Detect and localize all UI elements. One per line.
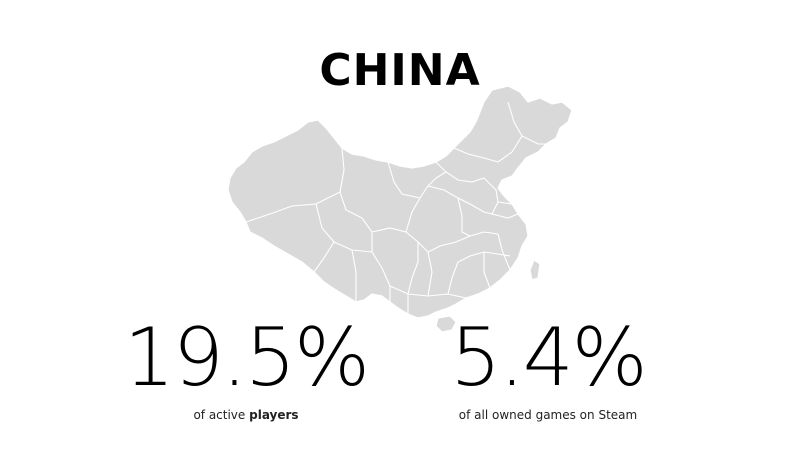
caption-prefix: of active [193, 408, 250, 422]
owned-games-caption: of all owned games on Steam [458, 408, 638, 422]
active-players-caption: of active players [96, 407, 396, 423]
page-title: CHINA [319, 45, 481, 96]
stat-owned-games: 5.4% of all owned games on Steam [398, 313, 698, 423]
china-mainland-shape [227, 85, 573, 319]
province-borders [245, 101, 548, 314]
hainan-island-shape [435, 315, 457, 333]
caption-bold: players [249, 408, 299, 422]
stat-active-players: 19.5% of active players [96, 313, 396, 423]
active-players-value: 19.5% [123, 311, 370, 404]
taiwan-island-shape [529, 259, 541, 281]
china-map-icon [227, 85, 573, 333]
owned-games-value: 5.4% [450, 311, 647, 404]
